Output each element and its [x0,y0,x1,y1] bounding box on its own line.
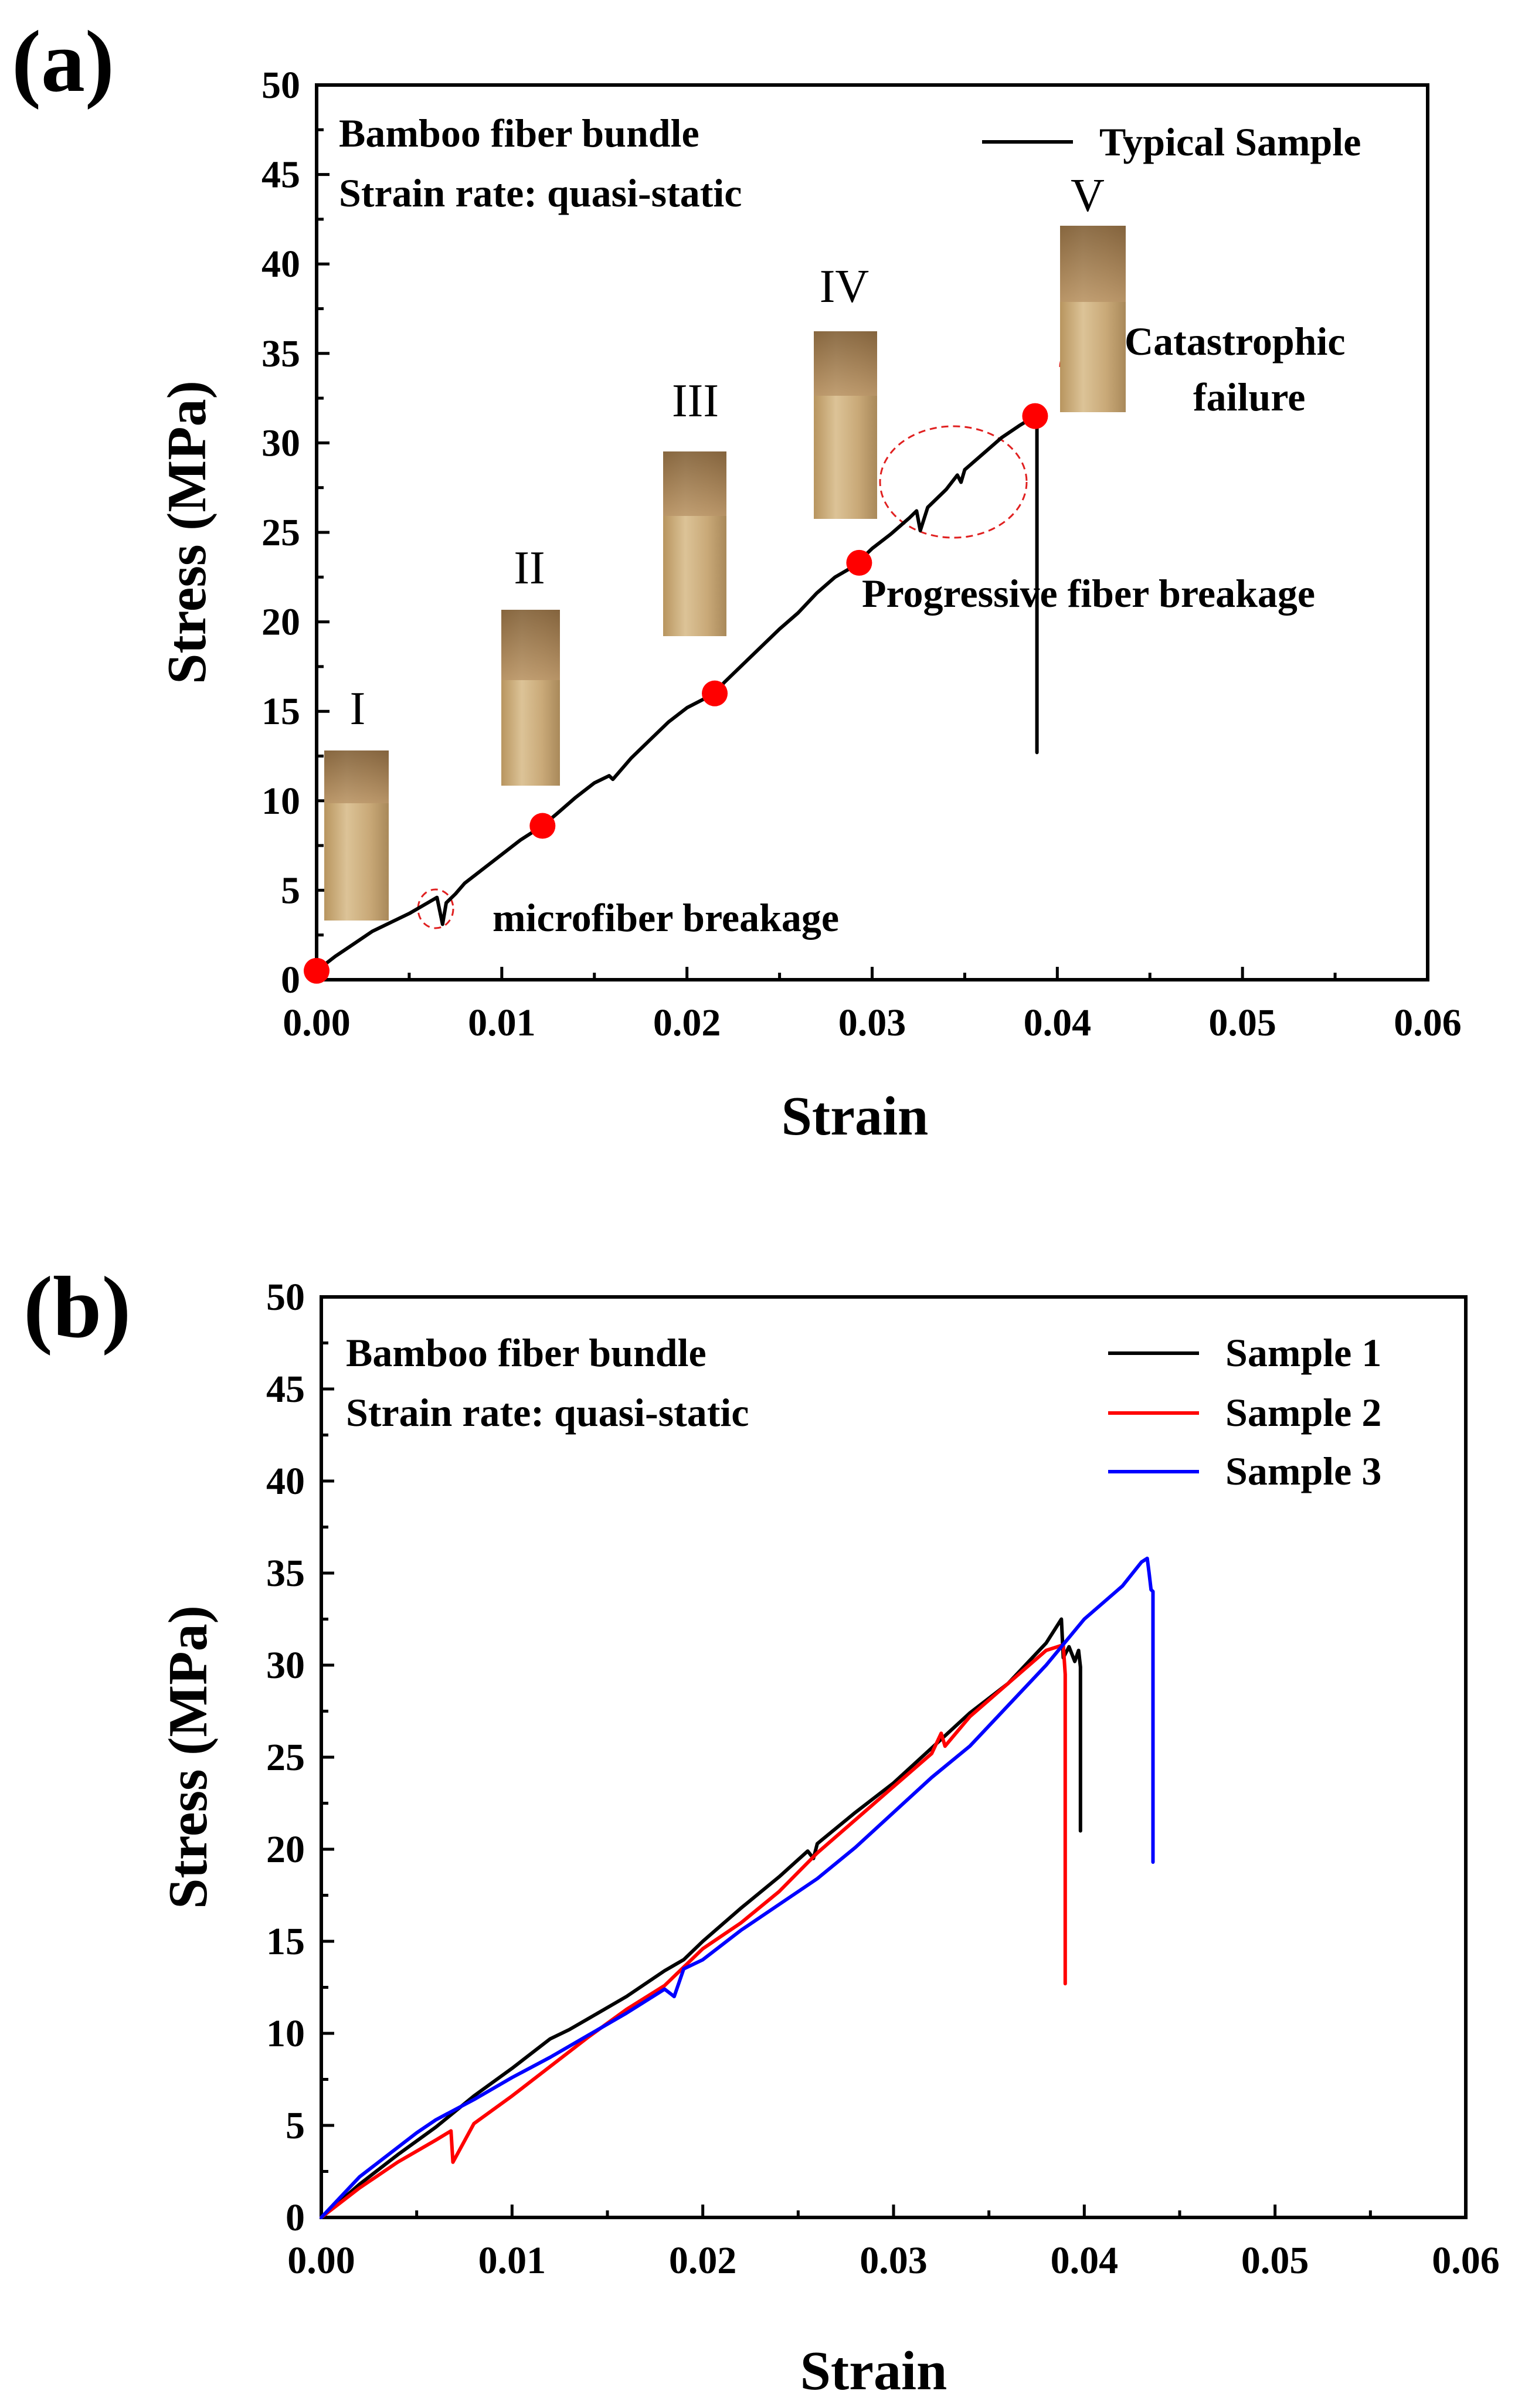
ytick-label: 45 [266,1368,305,1411]
plot-b-ylabel: Stress (MPa) [158,1605,219,1909]
ytick-label: 45 [261,154,300,196]
annotation-failure: failure [1193,375,1305,419]
bamboo-sample-stage-III [663,451,726,636]
plot-b-legend: Sample 1 Sample 2 Sample 3 [1108,1330,1381,1493]
plot-a-annotation-rate: Strain rate: quasi-static [339,171,742,215]
plot-b-xlabel: Strain [800,2341,947,2402]
ytick-label: 30 [266,1644,305,1687]
xtick-label: 0.01 [478,2239,546,2282]
ytick-label: 15 [261,690,300,733]
ytick-label: 5 [281,869,300,912]
panel-b-label: (b) [23,1259,131,1356]
plot-b-annotation-rate: Strain rate: quasi-static [346,1390,749,1435]
legend-b-label-sample-2: Sample 2 [1225,1390,1381,1435]
legend-a-label-typical: Typical Sample [1099,120,1361,164]
ytick-label: 10 [261,780,300,823]
stage-label-II: II [514,542,545,594]
annotation-progressive: Progressive fiber breakage [862,571,1315,616]
ytick-label: 20 [266,1828,305,1871]
plot-b-ytick-labels: 0 5 10 15 20 25 30 35 40 45 50 [266,1276,305,2239]
xtick-label: 0.05 [1241,2239,1309,2282]
plot-a-xtick-labels: 0.00 0.01 0.02 0.03 0.04 0.05 0.06 [283,1001,1462,1044]
panel-a: (a) 0.00 0.01 0.02 0.03 0.04 0.05 0.06 0 5 10 15 2… [12,13,1462,1147]
stage-point-1 [304,957,330,984]
plot-a-ytick-labels: 0 5 10 15 20 25 30 35 40 45 50 [261,64,300,1001]
stage-point-4 [846,549,872,576]
xtick-label: 0.06 [1394,1001,1462,1044]
ytick-label: 5 [286,2104,305,2147]
stage-point-2 [529,813,556,839]
annotation-microfiber: microfiber breakage [493,895,839,940]
stage-label-V: V [1071,170,1105,222]
plot-b-frame [320,1295,1468,2219]
ytick-label: 30 [261,422,300,464]
stage-point-5 [1022,403,1048,429]
ytick-label: 40 [266,1460,305,1503]
ytick-label: 15 [266,1920,305,1963]
bamboo-sample-stage-V [1060,226,1126,412]
stage-label-IV: IV [820,261,869,313]
xtick-label: 0.03 [860,2239,928,2282]
legend-b-label-sample-1: Sample 1 [1225,1330,1381,1375]
plot-b-ticks [320,1295,1468,2219]
ellipse-progressive [879,425,1028,539]
ytick-label: 25 [261,511,300,554]
xtick-label: 0.00 [283,1001,351,1044]
xtick-label: 0.05 [1208,1001,1276,1044]
series-line-sample-1 [320,1617,1082,2219]
plot-b-series [320,1556,1155,2219]
ytick-label: 25 [266,1736,305,1779]
plot-a-frame [315,83,1429,981]
bamboo-sample-stage-I [324,750,389,921]
plot-a-stage-markers [304,403,1048,984]
stage-point-3 [702,680,728,707]
bamboo-sample-stage-IV [814,331,877,519]
plot-a-xlabel: Strain [782,1086,929,1147]
xtick-label: 0.04 [1024,1001,1092,1044]
ytick-label: 35 [266,1552,305,1595]
ytick-label: 40 [261,243,300,286]
xtick-label: 0.06 [1432,2239,1500,2282]
xtick-label: 0.01 [468,1001,536,1044]
panel-b: (b) 0.00 0.01 0.02 0.03 0.04 0.05 0.06 0 5 10 15 2… [23,1259,1500,2402]
ytick-label: 20 [261,601,300,644]
ytick-label: 0 [286,2196,305,2239]
plot-a-legend: Typical Sample [982,120,1361,164]
plot-b-xtick-labels: 0.00 0.01 0.02 0.03 0.04 0.05 0.06 [287,2239,1500,2282]
annotation-catastrophic: Catastrophic [1125,319,1346,364]
series-line-sample-3 [320,1556,1155,2219]
stage-label-III: III [672,375,719,427]
bamboo-sample-stage-II [501,610,560,786]
stage-label-I: I [350,683,366,735]
plot-a-ticks [315,83,1429,981]
panel-a-label: (a) [12,13,114,110]
plot-a-ylabel: Stress (MPa) [157,381,218,684]
xtick-label: 0.03 [838,1001,906,1044]
ytick-label: 50 [266,1276,305,1319]
xtick-label: 0.02 [653,1001,721,1044]
ytick-label: 0 [281,959,300,1001]
series-line-sample-2 [320,1643,1067,2219]
xtick-label: 0.04 [1051,2239,1119,2282]
ytick-label: 50 [261,64,300,107]
xtick-label: 0.02 [669,2239,737,2282]
plot-b-annotation-title: Bamboo fiber bundle [346,1330,707,1375]
plot-a-annotation-title: Bamboo fiber bundle [339,111,699,155]
ellipse-microfiber [417,888,454,929]
xtick-label: 0.00 [287,2239,355,2282]
ytick-label: 10 [266,2012,305,2055]
legend-b-label-sample-3: Sample 3 [1225,1449,1381,1493]
ytick-label: 35 [261,332,300,375]
